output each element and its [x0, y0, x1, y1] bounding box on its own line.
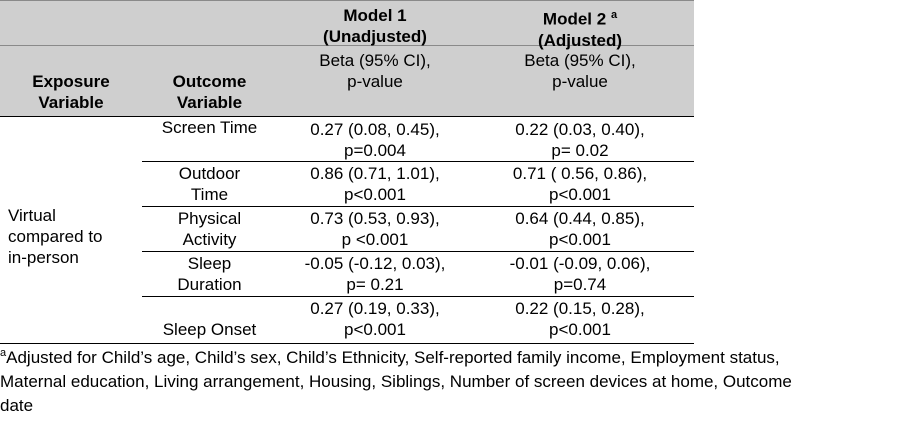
model2-footnote-marker: a: [610, 9, 618, 21]
outcome-column-header: Outcome Variable: [142, 71, 277, 113]
outcome-sleep-duration: Sleep Duration: [142, 253, 277, 295]
header-divider: [0, 45, 694, 46]
model1-header: Model 1 (Unadjusted): [280, 5, 470, 47]
exposure-variable: Virtual compared to in-person: [8, 205, 138, 268]
beta-ci: 0.64 (0.44, 0.85),: [515, 209, 645, 228]
exposure-line3: in-person: [8, 248, 79, 267]
model1-stat-label: Beta (95% CI), p-value: [280, 50, 470, 92]
p-value: p=0.74: [553, 275, 607, 294]
outcome-outdoor-time: Outdoor Time: [142, 163, 277, 205]
beta-ci: 0.22 (0.15, 0.28),: [515, 299, 645, 318]
p-value: p= 0.02: [551, 141, 609, 160]
outcome-label-line1: Sleep: [187, 254, 232, 273]
p-value: p<0.001: [549, 320, 611, 339]
model1-cell: -0.05 (-0.12, 0.03), p= 0.21: [280, 253, 470, 295]
row-divider: [142, 251, 694, 252]
model2-cell: -0.01 (-0.09, 0.06), p=0.74: [480, 253, 680, 295]
p-value: p=0.004: [344, 141, 406, 160]
outcome-label-line1: Outdoor: [178, 164, 241, 183]
footnote-marker: a: [0, 347, 7, 359]
outcome-physical-activity: Physical Activity: [142, 208, 277, 250]
p-value: p<0.001: [549, 230, 611, 249]
beta-ci: 0.27 (0.08, 0.45),: [310, 120, 440, 139]
table-header: [0, 0, 694, 117]
model2-cell: 0.64 (0.44, 0.85), p<0.001: [480, 208, 680, 250]
model2-title-line: Model 2 a: [480, 5, 680, 30]
outcome-sleep-onset: Sleep Onset: [142, 298, 277, 340]
model1-cell: 0.86 (0.71, 1.01), p<0.001: [280, 163, 470, 205]
p-value: p <0.001: [341, 230, 409, 249]
p-value: p<0.001: [549, 185, 611, 204]
p-value: p<0.001: [344, 185, 406, 204]
row-divider: [142, 296, 694, 297]
outcome-header-line2: Variable: [176, 93, 243, 112]
model1-cell: 0.27 (0.08, 0.45), p=0.004: [280, 119, 470, 161]
beta-ci: 0.73 (0.53, 0.93),: [310, 209, 440, 228]
beta-ci: 0.27 (0.19, 0.33),: [310, 299, 440, 318]
outcome-label-line1: Physical: [177, 209, 242, 228]
footnote-text1: Adjusted for Child’s age, Child’s sex, C…: [6, 348, 780, 367]
footnote-line1: aAdjusted for Child’s age, Child’s sex, …: [0, 346, 910, 370]
footnote-line3: date: [0, 396, 34, 415]
row-divider: [142, 161, 694, 162]
outcome-label-line2: Time: [190, 185, 229, 204]
footnote-line2: Maternal education, Living arrangement, …: [0, 372, 792, 391]
exposure-header-line2: Variable: [38, 93, 104, 112]
beta-ci: -0.05 (-0.12, 0.03),: [304, 254, 446, 273]
model2-cell: 0.71 ( 0.56, 0.86), p<0.001: [480, 163, 680, 205]
outcome-label: Screen Time: [161, 118, 258, 137]
model1-stat-line1: Beta (95% CI),: [319, 51, 431, 70]
beta-ci: 0.22 (0.03, 0.40),: [515, 120, 645, 139]
model2-subtitle: (Adjusted): [537, 30, 623, 50]
model2-stat-line1: Beta (95% CI),: [524, 51, 636, 70]
outcome-label-line2: Sleep Onset: [162, 320, 257, 339]
exposure-line2: compared to: [8, 227, 103, 246]
model1-title: Model 1: [343, 6, 407, 25]
outcome-header-line1: Outcome: [172, 72, 247, 91]
beta-ci: 0.71 ( 0.56, 0.86),: [512, 164, 648, 183]
model2-cell: 0.22 (0.15, 0.28), p<0.001: [480, 298, 680, 340]
outcome-label-line2: Duration: [177, 275, 242, 294]
row-divider: [142, 206, 694, 207]
beta-ci: 0.86 (0.71, 1.01),: [310, 164, 440, 183]
outcome-screen-time: Screen Time: [142, 117, 277, 138]
exposure-header-line1: Exposure: [32, 72, 110, 91]
outcome-label-line2: Activity: [182, 230, 237, 249]
p-value: p= 0.21: [346, 275, 404, 294]
exposure-column-header: Exposure Variable: [0, 71, 142, 113]
p-value: p<0.001: [344, 320, 406, 339]
model2-header: Model 2 a (Adjusted): [480, 5, 680, 51]
model2-stat-line2: p-value: [552, 72, 608, 91]
table-footnote: aAdjusted for Child’s age, Child’s sex, …: [0, 346, 910, 418]
model1-stat-line2: p-value: [347, 72, 403, 91]
model1-subtitle: (Unadjusted): [323, 27, 427, 46]
model1-cell: 0.73 (0.53, 0.93), p <0.001: [280, 208, 470, 250]
model2-cell: 0.22 (0.03, 0.40), p= 0.02: [480, 119, 680, 161]
model2-title: Model 2: [542, 9, 607, 29]
exposure-line1: Virtual: [8, 206, 56, 225]
beta-ci: -0.01 (-0.09, 0.06),: [509, 254, 651, 273]
table-bottom-rule: [0, 343, 694, 344]
model1-cell: 0.27 (0.19, 0.33), p<0.001: [280, 298, 470, 340]
model2-stat-label: Beta (95% CI), p-value: [480, 50, 680, 92]
outcome-label-line1: [142, 298, 277, 319]
